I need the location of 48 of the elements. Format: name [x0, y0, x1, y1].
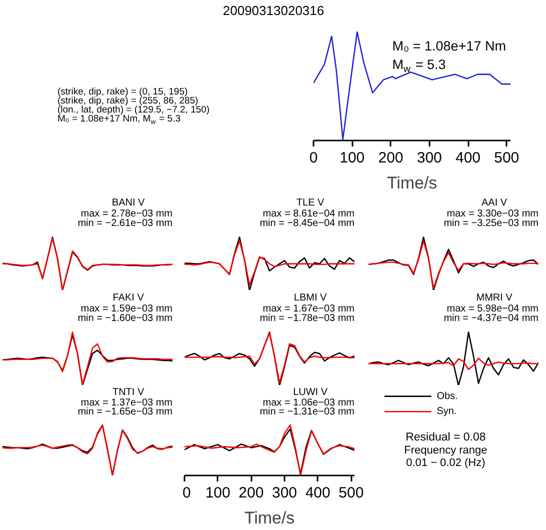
chart-title: BANI V: [112, 197, 146, 208]
x-tick-label: 400: [455, 150, 481, 166]
text: max = 3.30e−03 mm: [446, 208, 539, 220]
x-tick-label: 200: [238, 484, 264, 502]
chart-title: AAI V: [482, 197, 508, 208]
chart-title: MMRI V: [476, 292, 513, 304]
x-tick-label: 100: [340, 150, 365, 166]
text: min = −2.61e−03 mm: [78, 218, 173, 229]
x-tick-label: 200: [378, 150, 404, 166]
text: min = −1.60e−03 mm: [78, 312, 173, 324]
text: min = −1.65e−03 mm: [78, 406, 173, 418]
text: (lon., lat, depth) = (129.5, −7.2, 150): [58, 104, 210, 116]
text: Residual = 0.08: [406, 432, 486, 444]
chart-title: TNTI V: [112, 387, 144, 398]
text: min = −1.31e−03 mm: [260, 406, 355, 418]
x-tick-label: 400: [305, 484, 330, 502]
text: min = −1.78e−03 mm: [260, 312, 355, 324]
chart-title: TLE V: [296, 197, 325, 208]
text: min = −3.25e−03 mm: [444, 218, 539, 229]
x-tick-label: 300: [272, 484, 298, 502]
x-tick-label: 100: [205, 484, 230, 502]
text: min = −8.45e−04 mm: [260, 218, 355, 229]
legend-label: Obs.: [436, 390, 458, 402]
text: max = 1.59e−03 mm: [80, 304, 173, 315]
text: (strike, dip, rake) = (0, 15, 195): [58, 86, 188, 98]
x-axis-title: Time/s: [386, 174, 438, 192]
text: 0.01 − 0.02 (Hz): [406, 456, 486, 469]
text: max = 1.37e−03 mm: [80, 398, 173, 409]
x-tick-label: 500: [494, 150, 520, 166]
x-tick-label: 0: [309, 150, 318, 166]
text: max = 5.98e−04 mm: [446, 304, 539, 315]
chart-title: LBMI V: [294, 292, 328, 304]
x-tick-label: 300: [416, 150, 442, 166]
text: 20090313020316: [222, 3, 324, 18]
annotation: M₀ = 1.08e+17 Nm: [392, 38, 506, 54]
text: min = −4.37e−04 mm: [444, 312, 539, 324]
text: Frequency range: [404, 444, 488, 456]
text: max = 2.78e−03 mm: [80, 208, 173, 220]
text: max = 1.67e−03 mm: [262, 304, 355, 315]
x-tick-label: 500: [338, 484, 364, 502]
chart-title: FAKI V: [112, 292, 144, 304]
legend-label: Syn.: [436, 406, 457, 418]
x-tick-label: 0: [182, 484, 191, 502]
x-axis-title: Time/s: [244, 508, 295, 528]
text: max = 1.06e−03 mm: [262, 398, 355, 409]
text: max = 8.61e−04 mm: [262, 208, 355, 220]
text: (strike, dip, rake) = (255, 86, 285): [58, 96, 198, 107]
chart-title: LUWI V: [293, 387, 328, 398]
